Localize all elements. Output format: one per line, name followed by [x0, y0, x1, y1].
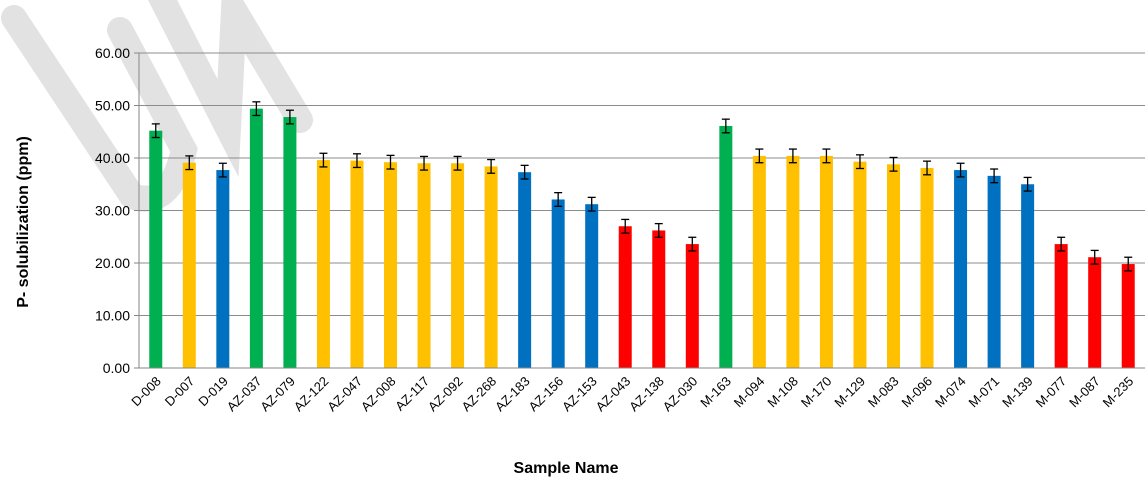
bar [417, 163, 431, 368]
bars [149, 108, 1135, 369]
x-tick-label: M-074 [932, 374, 969, 411]
y-tick-label: 50.00 [95, 98, 130, 114]
error-bars [151, 101, 1133, 272]
bar [384, 162, 397, 368]
bar [249, 108, 263, 369]
bar [987, 175, 1001, 368]
bar [954, 170, 968, 368]
bar [719, 125, 733, 368]
gridlines [139, 52, 1145, 316]
x-axis-ticks: D-008D-007D-019AZ-037AZ-079AZ-122AZ-047A… [128, 374, 1136, 415]
bar [551, 199, 565, 368]
x-tick-label: M-108 [764, 374, 801, 411]
x-tick-label: M-094 [731, 374, 768, 411]
y-tick-label: 10.00 [95, 308, 130, 324]
x-tick-label: AZ-030 [660, 374, 701, 415]
bar [1021, 184, 1035, 368]
x-tick-label: M-163 [697, 374, 734, 411]
bar [518, 172, 532, 368]
bar [216, 170, 230, 368]
bar [819, 155, 833, 368]
bar [350, 160, 364, 368]
bar [652, 230, 666, 368]
x-tick-label: M-170 [798, 374, 835, 411]
x-tick-label: AZ-268 [458, 374, 499, 415]
bar [283, 117, 297, 368]
bar [451, 163, 465, 368]
bar [1121, 264, 1135, 368]
x-tick-label: AZ-183 [492, 374, 533, 415]
bar [484, 166, 498, 368]
bar [1088, 257, 1102, 368]
x-tick-label: M-139 [999, 374, 1036, 411]
y-tick-label: 40.00 [95, 150, 130, 166]
x-tick-label: AZ-079 [257, 374, 298, 415]
x-tick-label: AZ-153 [559, 374, 600, 415]
x-tick-label: M-129 [831, 374, 868, 411]
bar [149, 130, 163, 368]
x-tick-label: AZ-138 [626, 374, 667, 415]
x-tick-label: D-007 [162, 374, 198, 410]
x-tick-label: M-071 [966, 374, 1003, 411]
y-tick-label: 20.00 [95, 255, 130, 271]
watermark [1, 0, 313, 212]
bar [920, 167, 934, 368]
x-tick-label: AZ-117 [392, 374, 432, 414]
bar [316, 160, 330, 368]
x-tick-label: AZ-122 [291, 374, 332, 415]
bar [182, 162, 196, 368]
bar [685, 244, 699, 368]
bar [853, 161, 867, 368]
x-tick-label: AZ-037 [224, 374, 265, 415]
bar [585, 204, 599, 368]
y-tick-label: 30.00 [95, 203, 130, 219]
x-tick-label: AZ-043 [593, 374, 634, 415]
x-tick-label: AZ-092 [425, 374, 466, 415]
x-tick-label: M-083 [865, 374, 902, 411]
x-tick-label: D-008 [128, 374, 164, 410]
y-tick-label: 0.00 [103, 360, 130, 376]
bar [887, 164, 900, 368]
x-tick-label: M-235 [1100, 374, 1137, 411]
y-axis-title: P- solubilization (ppm) [15, 136, 32, 308]
x-tick-label: AZ-047 [324, 374, 365, 415]
bar [786, 155, 800, 368]
x-tick-label: AZ-156 [526, 374, 567, 415]
y-axis-ticks: 0.00 10.00 20.00 30.00 40.00 50.00 60.00 [95, 45, 139, 376]
bar [618, 226, 632, 368]
x-tick-label: AZ-008 [358, 374, 399, 415]
x-tick-label: M-077 [1033, 374, 1070, 411]
bar [752, 155, 766, 368]
x-tick-label: M-087 [1066, 374, 1103, 411]
bar [1054, 244, 1068, 368]
y-tick-label: 60.00 [95, 45, 130, 61]
x-axis-title: Sample Name [514, 460, 619, 477]
x-tick-label: M-096 [898, 374, 935, 411]
